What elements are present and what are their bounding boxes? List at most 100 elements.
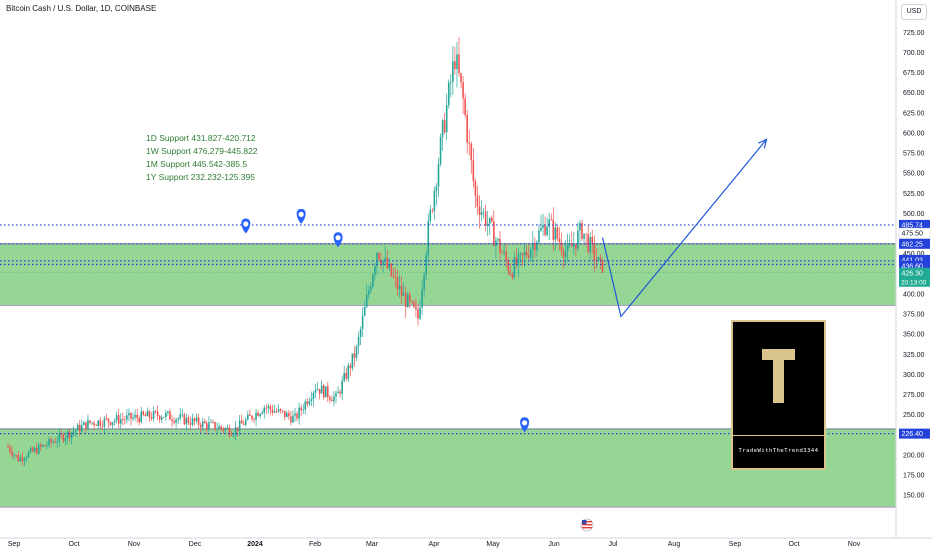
time-tick-label: May [486, 541, 500, 548]
candle-body [119, 419, 122, 424]
candle-body [427, 220, 430, 256]
candle-body [484, 211, 487, 226]
candle-body [42, 445, 44, 447]
candle-body [117, 415, 120, 424]
support-zone [0, 243, 896, 306]
candle-body [312, 392, 315, 400]
candle-body [548, 219, 550, 227]
price-tick-label: 250.00 [903, 412, 925, 419]
candle-body [189, 423, 192, 425]
price-label-value: 462.25 [902, 241, 924, 248]
candle-body [208, 422, 210, 429]
candle-body [491, 217, 493, 222]
candle-body [447, 82, 450, 106]
candle-body [589, 236, 591, 252]
bar-countdown: 20:13:00 [901, 279, 927, 286]
candle-body [267, 406, 270, 408]
candle-body [329, 397, 331, 400]
candle-body [156, 411, 159, 417]
price-label-box [899, 267, 930, 287]
candle-body [406, 294, 409, 308]
pin-hole [243, 221, 249, 227]
candle-body [523, 251, 526, 256]
price-label-value: 475.50 [902, 231, 924, 238]
pin-hole [522, 420, 528, 426]
candle-body [368, 290, 370, 295]
candle-body [15, 454, 17, 456]
candle-body [421, 289, 423, 308]
candle-body [144, 414, 147, 417]
projection-line [601, 139, 767, 318]
candle-body [9, 446, 11, 452]
price-tick-label: 600.00 [903, 130, 925, 137]
time-axis[interactable]: Sep Oct Nov Dec 2024 Feb Mar Apr May Jun Jul Aug Sep… [8, 541, 861, 548]
candle-body [322, 385, 325, 398]
candle-body [23, 459, 26, 461]
time-tick-label: Nov [848, 541, 861, 548]
currency-button[interactable]: USD [901, 4, 927, 20]
candle-body [197, 417, 200, 425]
candle-body [417, 309, 419, 319]
candle-body [573, 244, 575, 247]
candle-body [396, 277, 399, 290]
chart-title: Bitcoin Cash / U.S. Dollar, 1D, COINBASE [6, 4, 157, 13]
candle-body [238, 420, 241, 432]
candle-body [562, 251, 565, 258]
price-axis[interactable]: 150.00175.00200.00225.00250.00275.00300.… [903, 10, 925, 500]
price-label-box [898, 227, 931, 239]
candle-body [148, 411, 151, 418]
candle-body [456, 54, 458, 70]
candle-body [275, 411, 278, 412]
price-label-value: 226.40 [902, 431, 924, 438]
candle-body [281, 410, 284, 412]
candle-body [433, 190, 436, 211]
candle-body [575, 244, 577, 249]
us-flag-icon[interactable] [580, 518, 594, 532]
candle-body [314, 389, 317, 393]
candle-body [380, 259, 382, 266]
candle-body [532, 242, 534, 250]
candle-body [152, 410, 155, 419]
price-tick-label: 725.00 [903, 30, 925, 37]
candle-body [138, 418, 140, 423]
support-1d-label: 1D Support 431.827-420.712 [146, 133, 256, 143]
candle-body [279, 409, 282, 411]
price-tick-label: 200.00 [903, 452, 925, 459]
projection-path [601, 138, 768, 318]
candle-body [525, 251, 528, 256]
support-1y-label: 1Y Support 232.232-125.395 [146, 172, 256, 182]
candle-body [454, 61, 456, 70]
candle-body [415, 306, 417, 310]
candle-body [585, 233, 587, 235]
candle-body [193, 418, 196, 422]
candle-body [376, 252, 378, 267]
time-tick-label: Dec [189, 541, 202, 548]
price-tick-label: 450.00 [903, 251, 925, 258]
candle-body [87, 420, 89, 430]
candle-body [437, 164, 440, 187]
candle-body [382, 260, 384, 266]
candle-body [400, 285, 403, 296]
time-tick-label: Mar [366, 541, 379, 548]
time-tick-label: Nov [128, 541, 141, 548]
candle-body [245, 419, 247, 425]
candle-body [222, 428, 225, 431]
candle-body [187, 417, 190, 424]
candle-body [493, 221, 495, 247]
candle-body [335, 393, 337, 397]
candle-body [261, 412, 263, 414]
candle-body [165, 412, 167, 418]
candle-body [517, 253, 520, 266]
candle-body [538, 230, 540, 243]
logo-letter-t-icon [762, 349, 795, 403]
candle-body [11, 451, 13, 456]
candle-body [185, 417, 188, 425]
time-tick-label: Aug [668, 541, 681, 548]
candle-body [167, 411, 169, 413]
candle-body [413, 301, 415, 307]
candle-body [33, 448, 36, 452]
candle-body [76, 424, 79, 431]
time-tick-label: Feb [309, 541, 321, 548]
